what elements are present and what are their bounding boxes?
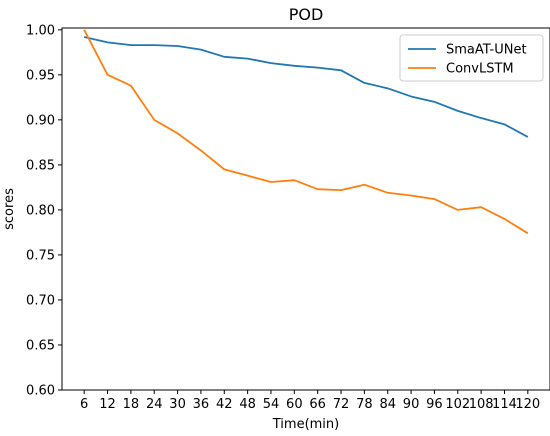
x-tick-label: 120 (515, 397, 540, 412)
chart-title: POD (289, 5, 324, 24)
legend-label: ConvLSTM (446, 62, 514, 77)
y-tick-label: 0.90 (26, 113, 55, 128)
legend-box (399, 34, 544, 82)
x-tick-label: 96 (426, 397, 443, 412)
x-tick-label: 84 (379, 397, 396, 412)
x-tick-label: 12 (99, 397, 116, 412)
y-tick-label: 0.95 (26, 68, 55, 83)
x-tick-label: 108 (469, 397, 494, 412)
x-tick-label: 102 (445, 397, 470, 412)
y-tick-label: 0.85 (26, 158, 55, 173)
legend: SmaAT-UNet ConvLSTM (399, 34, 544, 82)
x-tick-label: 30 (169, 397, 186, 412)
x-tick-label: 48 (239, 397, 256, 412)
plot-frame (61, 27, 550, 391)
x-tick-label: 114 (492, 397, 517, 412)
x-tick-label: 36 (193, 397, 210, 412)
y-tick-label: 0.75 (26, 248, 55, 263)
y-axis-label: scores (2, 188, 17, 230)
y-tick-label: 0.70 (26, 293, 55, 308)
legend-label: SmaAT-UNet (446, 43, 527, 58)
y-tick-label: 0.65 (26, 338, 55, 353)
x-axis-label: Time(min) (272, 417, 339, 432)
x-tick-label: 24 (146, 397, 163, 412)
y-tick-label: 1.00 (26, 23, 55, 38)
x-tick-label: 66 (309, 397, 326, 412)
x-tick-label: 60 (286, 397, 303, 412)
y-tick-label: 0.80 (26, 203, 55, 218)
x-tick-label: 42 (216, 397, 233, 412)
series-line-smaat-unet (83, 36, 529, 138)
series-line-convlstm (83, 29, 529, 235)
x-tick-label: 6 (80, 397, 88, 412)
x-tick-label: 78 (356, 397, 373, 412)
y-tick-label: 0.60 (26, 384, 55, 399)
x-tick-label: 90 (403, 397, 420, 412)
x-tick-label: 18 (123, 397, 140, 412)
x-tick-label: 72 (333, 397, 350, 412)
x-tick-label: 54 (263, 397, 280, 412)
